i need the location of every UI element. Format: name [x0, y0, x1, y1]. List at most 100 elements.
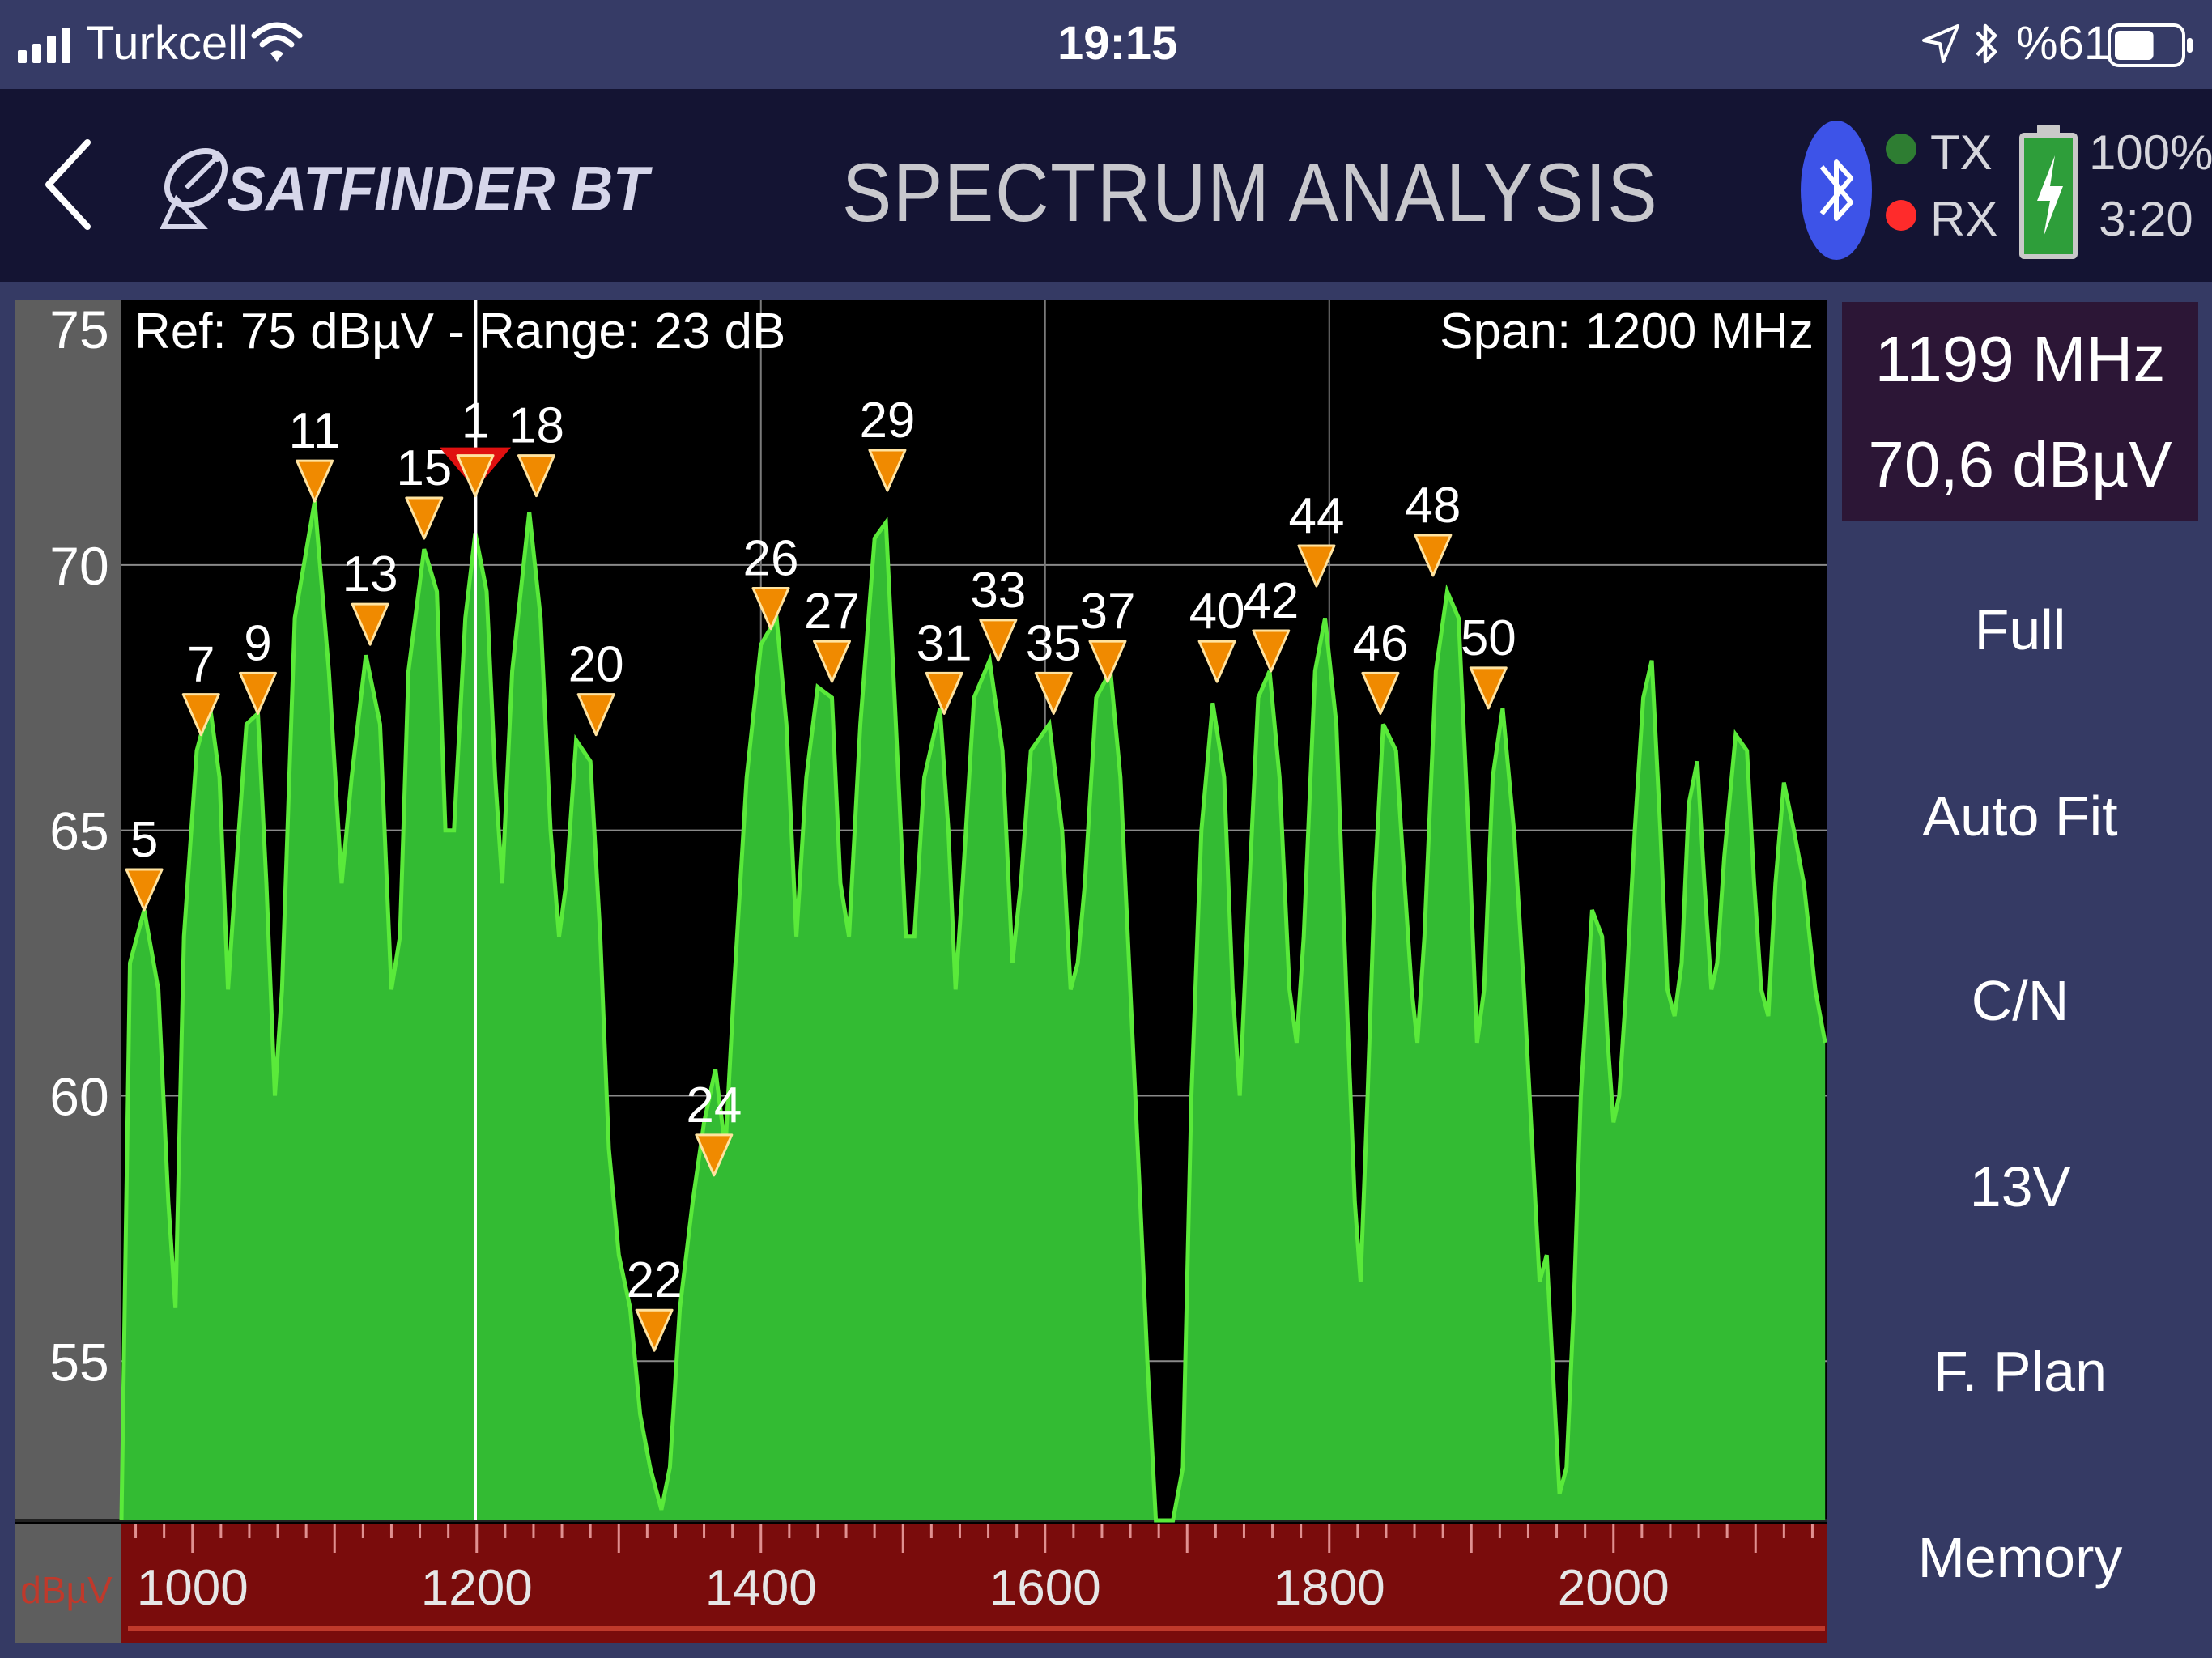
- marker-label: 18: [508, 398, 564, 454]
- x-axis-panel: [121, 1524, 1827, 1643]
- marker-label: 48: [1405, 478, 1461, 534]
- marker-label: 42: [1243, 573, 1299, 629]
- x-tick-label: 1800: [1274, 1560, 1385, 1616]
- marker-label: 29: [859, 393, 915, 449]
- tx-label: TX: [1930, 125, 1993, 180]
- cn-button[interactable]: C/N: [1971, 969, 2069, 1032]
- peak-marker-13[interactable]: 13: [342, 546, 398, 646]
- readout-level: 70,6 dBµV: [1868, 428, 2172, 500]
- peak-marker-42[interactable]: 42: [1243, 573, 1299, 673]
- y-tick-label: 60: [49, 1066, 108, 1126]
- satellite-dish-icon: [160, 148, 228, 229]
- spectrum-area: [121, 501, 1826, 1520]
- y-tick-label: 65: [49, 801, 108, 861]
- peak-marker-27[interactable]: 27: [804, 584, 860, 683]
- battery-percent: %61: [2016, 17, 2111, 70]
- marker-triangle-icon: [238, 671, 277, 715]
- marker-label: 40: [1189, 584, 1245, 640]
- auto-fit-button[interactable]: Auto Fit: [1922, 784, 2118, 848]
- peak-marker-46[interactable]: 46: [1352, 615, 1408, 715]
- span-text: Span: 1200 MHz: [1440, 304, 1814, 359]
- peak-marker-48[interactable]: 48: [1405, 478, 1461, 577]
- marker-triangle-icon: [751, 587, 790, 631]
- memory-button[interactable]: Memory: [1917, 1526, 2123, 1589]
- bluetooth-connection-icon[interactable]: [1799, 118, 1874, 262]
- marker-triangle-icon: [1252, 629, 1291, 673]
- x-tick-label: 2000: [1558, 1560, 1670, 1616]
- signal-bars-icon: [18, 28, 70, 63]
- peak-marker-31[interactable]: 31: [917, 615, 972, 715]
- peak-marker-35[interactable]: 35: [1026, 615, 1082, 715]
- peak-marker-24[interactable]: 24: [686, 1078, 742, 1177]
- status-bar: Turkcell 19:15 %61: [0, 0, 2212, 89]
- device-battery-time: 3:20: [2099, 192, 2193, 246]
- x-tick-label: 1200: [421, 1560, 533, 1616]
- wifi-icon: [251, 22, 303, 62]
- marker-label: 9: [244, 615, 271, 671]
- peak-marker-9[interactable]: 9: [238, 615, 277, 715]
- y-tick-label: 75: [49, 300, 108, 359]
- marker-label: 1: [462, 393, 489, 449]
- marker-label: 50: [1461, 610, 1516, 666]
- marker-triangle-icon: [517, 454, 555, 498]
- marker-label: 24: [686, 1078, 742, 1133]
- peak-marker-40[interactable]: 40: [1189, 584, 1245, 683]
- marker-label: 26: [743, 531, 799, 587]
- marker-triangle-icon: [1297, 544, 1336, 588]
- peak-marker-7[interactable]: 7: [181, 637, 220, 737]
- y-unit-box: [15, 1524, 121, 1643]
- marker-label: 44: [1288, 488, 1344, 544]
- marker-triangle-icon: [925, 671, 963, 715]
- peak-marker-26[interactable]: 26: [743, 531, 799, 631]
- peak-marker-33[interactable]: 33: [970, 563, 1026, 662]
- marker-triangle-icon: [296, 459, 334, 503]
- peak-marker-37[interactable]: 37: [1079, 584, 1135, 683]
- marker-triangle-icon: [979, 619, 1018, 662]
- marker-label: 5: [130, 812, 158, 868]
- marker-triangle-icon: [813, 640, 851, 683]
- marker-triangle-icon: [1414, 534, 1453, 577]
- peak-marker-1[interactable]: 1: [439, 393, 511, 498]
- app-header: SATFINDER BT SPECTRUM ANALYSIS TX RX 100…: [0, 89, 2212, 282]
- marker-triangle-icon: [1361, 671, 1400, 715]
- y-tick-label: 55: [49, 1332, 108, 1392]
- marker-triangle-icon: [1034, 671, 1073, 715]
- cursor-readout: 1199 MHz 70,6 dBµV: [1842, 302, 2198, 521]
- y-tick-label: 70: [49, 536, 108, 596]
- full-span-button[interactable]: Full: [1974, 598, 2066, 661]
- peak-marker-29[interactable]: 29: [859, 393, 915, 492]
- marker-label: 31: [917, 615, 972, 671]
- tx-indicator-led: [1886, 134, 1916, 164]
- marker-triangle-icon: [576, 693, 615, 737]
- peak-marker-5[interactable]: 5: [125, 812, 164, 912]
- device-battery-charging-icon: [2019, 125, 2078, 259]
- x-tick-label: 1400: [705, 1560, 817, 1616]
- marker-label: 20: [568, 637, 624, 693]
- peak-marker-50[interactable]: 50: [1461, 610, 1516, 710]
- location-arrow-icon: [1922, 24, 1959, 63]
- marker-triangle-icon: [695, 1133, 734, 1177]
- chevron-left-icon: [45, 139, 91, 230]
- carrier-name: Turkcell: [86, 17, 249, 70]
- back-button[interactable]: [40, 136, 97, 233]
- voltage-13v-button[interactable]: 13V: [1969, 1155, 2071, 1218]
- peak-marker-18[interactable]: 18: [508, 398, 564, 498]
- brand-logo-text: SATFINDER BT: [227, 153, 649, 224]
- device-battery-percent: 100%: [2089, 125, 2212, 180]
- readout-frequency: 1199 MHz: [1874, 323, 2166, 395]
- marker-triangle-icon: [1469, 666, 1508, 710]
- page-title: SPECTRUM ANALYSIS: [842, 147, 1659, 239]
- peak-marker-20[interactable]: 20: [568, 637, 624, 737]
- x-tick-label: 1600: [989, 1560, 1101, 1616]
- marker-triangle-icon: [456, 454, 495, 498]
- peak-marker-11[interactable]: 11: [288, 403, 341, 503]
- marker-triangle-icon: [1088, 640, 1127, 683]
- spectrum-line: [119, 500, 1827, 1523]
- y-unit-label: dBµV: [20, 1569, 113, 1611]
- peak-marker-22[interactable]: 22: [627, 1252, 683, 1352]
- peak-marker-44[interactable]: 44: [1288, 488, 1344, 588]
- battery-icon: [2108, 23, 2193, 67]
- x-tick-label: 1000: [137, 1560, 249, 1616]
- frequency-plan-button[interactable]: F. Plan: [1933, 1340, 2107, 1403]
